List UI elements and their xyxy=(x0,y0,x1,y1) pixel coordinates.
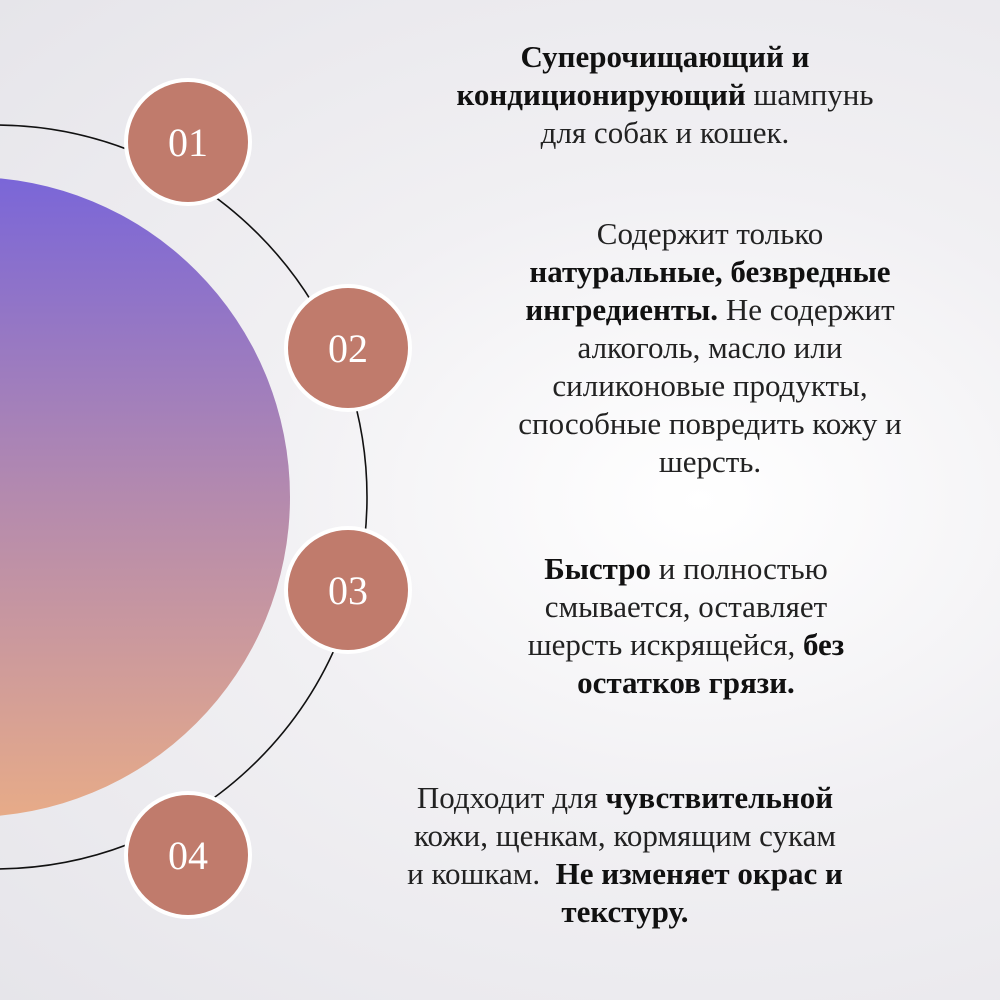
gradient-circle xyxy=(0,178,290,816)
text-line: ингредиенты. Не содержит xyxy=(518,291,901,329)
text-line: текстуру. xyxy=(407,893,843,931)
text: и кошкам. xyxy=(407,856,556,891)
bold-text: чувствительной xyxy=(605,780,834,815)
text-line: Подходит для чувствительной xyxy=(407,779,843,817)
text: алкоголь, масло или xyxy=(577,330,843,365)
step-text-02: Содержит только натуральные, безвредные ин… xyxy=(518,215,901,481)
text-line: способные повредить кожу и xyxy=(518,405,901,443)
text: для собак и кошек. xyxy=(540,115,790,150)
bold-text: текстуру. xyxy=(561,894,689,929)
step-number: 02 xyxy=(328,325,368,371)
step-text-04: Подходит для чувствительной кожи, щенкам,… xyxy=(407,779,843,931)
bold-text: Быстро xyxy=(544,551,652,586)
text-line: кожи, щенкам, кормящим сукам xyxy=(407,817,843,855)
text: шерсть. xyxy=(658,444,762,479)
text-line: силиконовые продукты, xyxy=(518,367,901,405)
text-line: шерсть. xyxy=(518,443,901,481)
bold-text: Суперочищающий и xyxy=(520,39,810,74)
text: способные повредить кожу и xyxy=(518,406,902,441)
text-line: Быстро и полностью xyxy=(528,550,845,588)
text-line: алкоголь, масло или xyxy=(518,329,901,367)
step-badge-01: 01 xyxy=(128,82,248,202)
text: смывается, оставляет xyxy=(544,589,828,624)
text: шерсть искрящейся, xyxy=(527,627,803,662)
text: кожи, щенкам, кормящим сукам xyxy=(414,818,836,853)
step-number: 04 xyxy=(168,832,208,878)
text-line: Содержит только xyxy=(518,215,901,253)
text-line: шерсть искрящейся, без xyxy=(528,626,845,664)
text-line: кондиционирующий шампунь xyxy=(456,76,873,114)
bold-text: остатков грязи. xyxy=(577,665,795,700)
text: Содержит только xyxy=(596,216,824,251)
text: Не содержит xyxy=(718,292,895,327)
text: шампунь xyxy=(745,77,874,112)
bold-text: без xyxy=(802,627,845,662)
text: и полностью xyxy=(651,551,828,586)
step-badge-04: 04 xyxy=(128,795,248,915)
text: силиконовые продукты, xyxy=(552,368,868,403)
text-line: остатков грязи. xyxy=(528,664,845,702)
text-line: натуральные, безвредные xyxy=(518,253,901,291)
step-text-03: Быстро и полностью смывается, оставляет ше… xyxy=(528,550,845,702)
text-line: смывается, оставляет xyxy=(528,588,845,626)
step-number: 01 xyxy=(168,119,208,165)
bold-text: кондиционирующий xyxy=(456,77,746,112)
text-line: и кошкам. Не изменяет окрас и xyxy=(407,855,843,893)
bold-text: натуральные, безвредные xyxy=(529,254,891,289)
step-badge-03: 03 xyxy=(288,530,408,650)
step-number: 03 xyxy=(328,567,368,613)
text-line: Суперочищающий и xyxy=(456,38,873,76)
bold-text: ингредиенты. xyxy=(525,292,719,327)
step-text-01: Суперочищающий и кондиционирующий шампунь… xyxy=(456,38,873,152)
text-line: для собак и кошек. xyxy=(456,114,873,152)
text: Подходит для xyxy=(416,780,606,815)
step-badge-02: 02 xyxy=(288,288,408,408)
bold-text: Не изменяет окрас и xyxy=(555,856,843,891)
timeline-arc xyxy=(0,124,368,870)
